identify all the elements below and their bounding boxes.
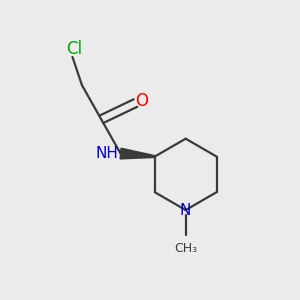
Text: N: N — [180, 202, 191, 217]
Text: Cl: Cl — [66, 40, 82, 58]
Text: O: O — [136, 92, 148, 110]
Text: NH: NH — [95, 146, 118, 161]
Polygon shape — [120, 148, 155, 159]
Text: CH₃: CH₃ — [174, 242, 197, 255]
